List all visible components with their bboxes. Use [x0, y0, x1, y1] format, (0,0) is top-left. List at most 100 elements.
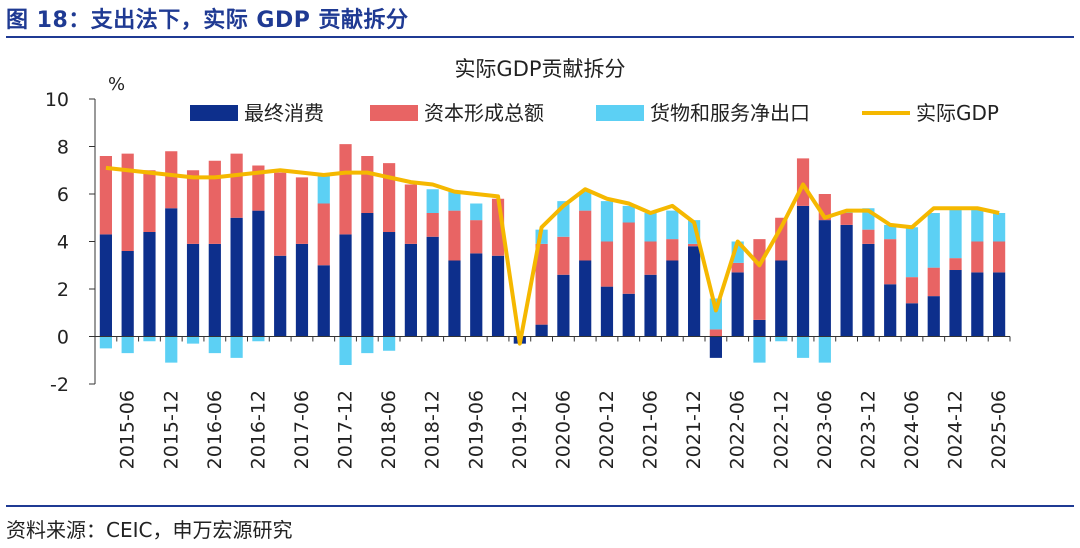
bar-capital-2015-12 — [165, 151, 178, 209]
x-tick-label: 2021-06 — [640, 390, 662, 469]
bar-netexport-2016-06 — [208, 336, 221, 354]
bar-consumption-2021-12 — [688, 246, 701, 337]
bar-capital-2022-06 — [731, 262, 744, 273]
bar-netexport-2023-03 — [796, 336, 810, 358]
bar-netexport-2018-06 — [383, 336, 396, 351]
x-tick-label: 2020-06 — [552, 390, 574, 469]
bar-capital-2015-06 — [121, 153, 134, 251]
bar-capital-2021-03 — [622, 222, 635, 294]
bar-consumption-2024-06 — [905, 303, 919, 337]
bar-consumption-2020-09 — [579, 260, 592, 337]
y-tick-label: 4 — [57, 232, 69, 254]
chart: 实际GDP贡献拆分 % 最终消费 资本形成总额 货物和服务净出口 实际GDP -2 0 2… — [45, 57, 1011, 469]
x-tick-label: 2022-06 — [727, 390, 749, 469]
bar-netexport-2022-09 — [753, 336, 766, 363]
x-tick-label: 2023-06 — [814, 390, 836, 469]
bar-capital-2020-12 — [600, 241, 614, 287]
bar-consumption-2015-06 — [121, 251, 134, 337]
bar-consumption-2023-03 — [796, 205, 810, 337]
bar-capital-2017-06 — [295, 177, 309, 244]
bar-netexport-2018-03 — [361, 336, 374, 354]
bar-capital-2022-12 — [775, 217, 788, 261]
bar-netexport-2025-06 — [993, 213, 1006, 242]
bar-capital-2018-06 — [383, 163, 396, 233]
bar-consumption-2023-12 — [862, 243, 875, 337]
bar-consumption-2023-06 — [818, 220, 831, 337]
bar-netexport-2019-06 — [470, 203, 483, 221]
zero-axis — [94, 336, 1011, 342]
y-tick-label: 8 — [57, 137, 69, 159]
y-axis: -2 0 2 4 6 8 10 — [45, 89, 96, 396]
x-tick-label: 2024-12 — [945, 390, 967, 469]
x-tick-label: 2018-12 — [422, 390, 444, 469]
bar-consumption-2022-06 — [731, 272, 744, 337]
bar-consumption-2018-12 — [426, 236, 439, 337]
bar-netexport-2024-09 — [927, 213, 940, 268]
y-tick-label: 0 — [57, 327, 69, 349]
bar-capital-2018-09 — [404, 184, 417, 244]
x-tick-label: 2024-06 — [901, 390, 923, 469]
bar-capital-2024-03 — [884, 239, 897, 285]
bar-netexport-2017-09 — [317, 175, 330, 204]
legend: 最终消费 资本形成总额 货物和服务净出口 实际GDP — [190, 101, 999, 125]
bar-capital-2022-09 — [753, 239, 766, 320]
legend-label-consumption: 最终消费 — [244, 101, 324, 125]
legend-swatch-capital — [370, 105, 418, 121]
bar-netexport-2024-03 — [884, 224, 897, 240]
bar-netexport-2018-12 — [426, 189, 439, 213]
bar-netexport-2021-06 — [644, 213, 657, 242]
bar-capital-2016-09 — [230, 153, 243, 218]
y-tick-label: -2 — [50, 374, 69, 396]
bar-netexport-2015-12 — [165, 336, 178, 363]
x-axis: 2015-06 2015-12 2016-06 2016-12 2017-06 2017-… — [117, 390, 1010, 469]
bar-consumption-2021-03 — [622, 293, 635, 337]
bar-netexport-2025-03 — [971, 208, 984, 242]
bar-capital-2015-03 — [99, 156, 112, 235]
bar-netexport-2016-12 — [252, 336, 265, 342]
bar-capital-2018-12 — [426, 213, 439, 237]
bar-consumption-2019-03 — [448, 260, 461, 337]
bar-capital-2023-03 — [796, 158, 810, 206]
bar-consumption-2019-06 — [470, 253, 483, 337]
bar-capital-2018-03 — [361, 156, 374, 213]
x-tick-label: 2020-12 — [596, 390, 618, 469]
bar-consumption-2017-09 — [317, 265, 330, 337]
bar-capital-2016-06 — [208, 160, 221, 244]
bar-consumption-2018-03 — [361, 213, 374, 337]
legend-label-capital: 资本形成总额 — [424, 101, 544, 125]
bar-netexport-2020-12 — [600, 201, 614, 242]
bar-consumption-2020-12 — [600, 286, 614, 337]
figure-title: 图 18：支出法下，实际 GDP 贡献拆分 — [6, 8, 409, 33]
bar-capital-2021-12 — [688, 243, 701, 247]
bar-capital-2023-09 — [840, 213, 853, 225]
bar-consumption-2015-09 — [143, 232, 156, 337]
bar-netexport-2024-06 — [905, 227, 919, 278]
bar-consumption-2022-09 — [753, 319, 766, 337]
x-tick-label: 2015-06 — [117, 390, 139, 469]
bar-capital-2015-09 — [143, 170, 156, 232]
bar-consumption-2024-03 — [884, 284, 897, 337]
bar-consumption-2019-09 — [491, 255, 505, 337]
bar-consumption-2022-03 — [709, 336, 722, 358]
bar-capital-2025-06 — [993, 241, 1006, 273]
bar-capital-2021-06 — [644, 241, 657, 275]
bar-consumption-2016-06 — [208, 243, 221, 337]
x-tick-label: 2021-12 — [683, 390, 705, 469]
bar-consumption-2021-09 — [666, 260, 679, 337]
y-axis-label: % — [108, 74, 125, 95]
x-tick-label: 2017-12 — [335, 390, 357, 469]
bar-netexport-2015-09 — [143, 336, 156, 342]
bar-consumption-2024-09 — [927, 296, 940, 337]
bar-netexport-2023-06 — [818, 336, 831, 363]
bar-capital-2021-09 — [666, 239, 679, 261]
bar-consumption-2025-06 — [993, 272, 1006, 337]
bar-netexport-2019-03 — [448, 191, 461, 211]
x-tick-label: 2022-12 — [770, 390, 792, 469]
bar-capital-2017-12 — [339, 144, 352, 235]
bar-capital-2024-12 — [949, 258, 962, 271]
bar-netexport-2017-12 — [339, 336, 352, 365]
x-tick-label: 2019-12 — [509, 390, 531, 469]
legend-label-gdp: 实际GDP — [916, 101, 999, 125]
bar-netexport-2016-03 — [186, 336, 200, 344]
bar-consumption-2022-12 — [775, 260, 788, 337]
